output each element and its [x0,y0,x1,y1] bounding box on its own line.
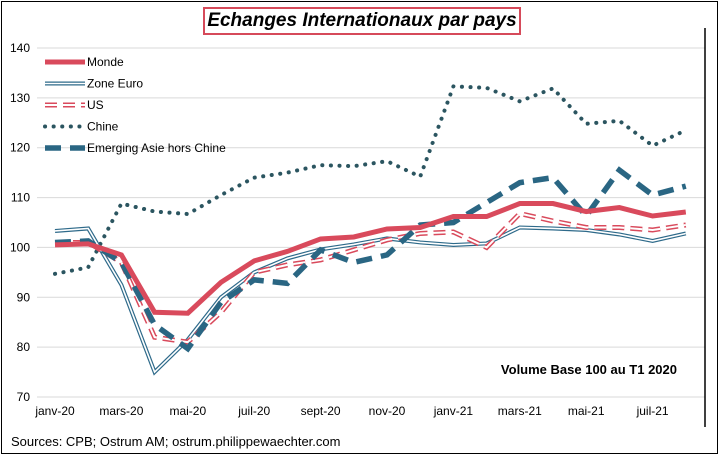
legend-entry: Emerging Asie hors Chine [45,141,226,155]
x-tick-label: mars-21 [498,404,542,418]
x-tick-label: janv-21 [433,404,474,418]
y-tick-label: 130 [10,91,30,105]
legend-label: Zone Euro [87,77,143,91]
x-tick-label: janv-20 [34,404,75,418]
x-tick-label: juil-20 [237,404,270,418]
series-us [55,210,687,345]
y-tick-label: 100 [10,240,30,254]
x-tick-label: nov-20 [369,404,406,418]
y-tick-label: 140 [10,41,30,55]
chart-title: Echanges Internationaux par pays [203,7,521,35]
legend-label: Emerging Asie hors Chine [87,141,226,155]
legend-label: Chine [87,120,119,134]
y-tick-label: 80 [17,340,31,354]
y-tick-label: 90 [17,290,31,304]
x-tick-label: mai-20 [169,404,206,418]
y-tick-label: 120 [10,141,30,155]
series-line [55,212,686,344]
legend-entry: Monde [45,55,124,69]
series-chine [53,84,688,276]
legend-label: US [87,98,104,112]
x-tick-label: sept-20 [301,404,341,418]
x-tick-label: mars-20 [99,404,143,418]
legend-entry: Zone Euro [45,77,143,91]
y-tick-label: 110 [11,191,30,205]
y-tick-label: 70 [17,390,31,404]
series-line [53,84,688,276]
source-note: Sources: CPB; Ostrum AM; ostrum.philippe… [11,434,341,449]
legend-entry: Chine [43,120,119,134]
x-tick-label: mai-21 [568,404,605,418]
series-zone-euro [54,225,687,376]
legend-label: Monde [87,55,124,69]
series-line [54,201,687,316]
x-tick-label: juil-21 [636,404,669,418]
series-monde [54,201,687,316]
legend-entry: US [45,98,104,112]
series-line [54,226,686,374]
chart-annotation: Volume Base 100 au T1 2020 [501,362,677,377]
